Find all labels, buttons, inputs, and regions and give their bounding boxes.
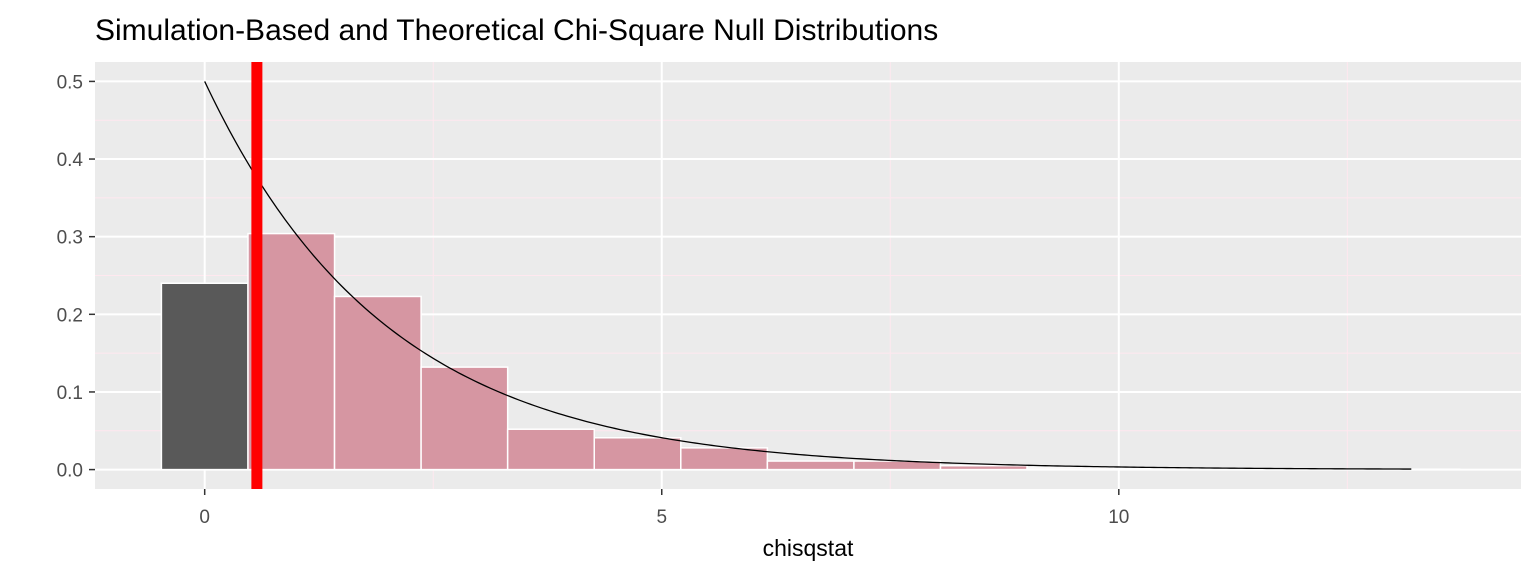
- histogram-bar-1: [247, 232, 336, 471]
- x-tick-label-0: 0: [199, 507, 210, 528]
- y-axis: 0.0 0.1 0.2 0.3 0.4 0.5: [57, 72, 95, 482]
- y-tick-label-2: 0.2: [57, 305, 83, 326]
- x-tick-label-2: 10: [1108, 507, 1129, 528]
- curve-layer: [204, 81, 1412, 470]
- histogram-bar-5: [593, 437, 682, 471]
- y-tick-label-5: 0.5: [57, 72, 83, 93]
- histogram-bar-9: [939, 464, 1028, 471]
- x-axis-title: chisqstat: [763, 535, 854, 561]
- histogram-bar-3: [420, 366, 509, 471]
- histogram-bar-0: [160, 282, 249, 471]
- histogram-bar-11: [1112, 468, 1201, 471]
- x-axis: 0 5 10: [199, 489, 1129, 528]
- histogram-bar-2: [333, 295, 422, 471]
- y-tick-label-3: 0.3: [57, 228, 83, 249]
- histogram-bar-6: [680, 447, 769, 471]
- theoretical-density-curve: [204, 81, 1412, 470]
- histogram-bar-10: [1026, 467, 1115, 471]
- histogram-bar-4: [506, 428, 595, 471]
- chart-title: Simulation-Based and Theoretical Chi-Squ…: [95, 14, 938, 47]
- y-tick-label-1: 0.1: [57, 383, 83, 404]
- histogram-bar-7: [766, 460, 855, 471]
- y-tick-label-4: 0.4: [57, 150, 84, 171]
- y-tick-label-0: 0.0: [57, 461, 83, 482]
- histogram-bars: [160, 232, 1461, 471]
- x-tick-label-1: 5: [656, 507, 667, 528]
